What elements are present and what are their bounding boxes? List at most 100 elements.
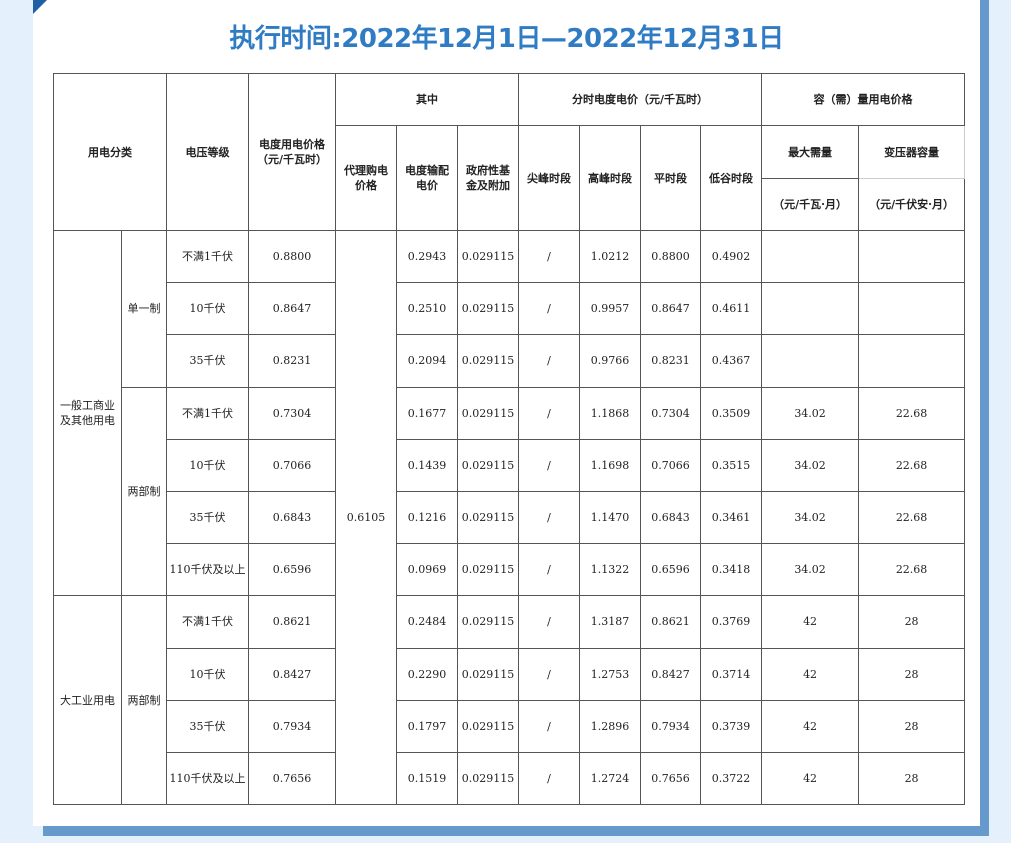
max-demand-price: 34.02 — [761, 386, 860, 440]
peak-price: 1.3187 — [579, 595, 642, 649]
transformer-price: 22.68 — [858, 386, 966, 440]
valley-price: 0.3515 — [700, 438, 763, 492]
transformer-price: 28 — [858, 699, 966, 753]
flat-price: 0.7656 — [640, 751, 702, 806]
gov-fund: 0.029115 — [456, 334, 520, 388]
right-border-bar — [980, 0, 989, 836]
voltage-level: 不满1千伏 — [166, 229, 249, 284]
max-demand-price: 34.02 — [761, 543, 860, 597]
peak-sharp-price: / — [518, 751, 581, 806]
peak-price: 1.2724 — [579, 751, 642, 806]
category-label: 大工业用电 — [53, 595, 122, 806]
corner-decoration — [33, 0, 47, 14]
transmission-price: 0.2510 — [396, 282, 458, 336]
header-flat: 平时段 — [640, 125, 702, 231]
valley-price: 0.3509 — [700, 386, 763, 440]
valley-price: 0.3418 — [700, 543, 763, 597]
header-category: 用电分类 — [53, 73, 167, 231]
gov-fund: 0.029115 — [456, 647, 520, 701]
transformer-price: 22.68 — [858, 490, 966, 545]
header-peak-sharp: 尖峰时段 — [518, 125, 581, 231]
flat-price: 0.8231 — [640, 334, 702, 388]
max-demand-price: 34.02 — [761, 438, 860, 492]
transmission-price: 0.0969 — [396, 543, 458, 597]
gov-fund: 0.029115 — [456, 282, 520, 336]
peak-sharp-price: / — [518, 229, 581, 284]
price-table: 用电分类 电压等级 电度用电价格（元/千瓦时） 其中 分时电度电价（元/千瓦时）… — [53, 73, 966, 806]
peak-price: 1.2753 — [579, 647, 642, 701]
voltage-level: 110千伏及以上 — [166, 543, 249, 597]
price: 0.8647 — [248, 282, 336, 336]
page-title: 执行时间:2022年12月1日—2022年12月31日 — [229, 24, 784, 54]
transmission-price: 0.1677 — [396, 386, 458, 440]
table-row: 10千伏 0.7066 0.1439 0.029115/1.1698 0.7066 0.3… — [54, 438, 966, 492]
flat-price: 0.8647 — [640, 282, 702, 336]
flat-price: 0.7066 — [640, 438, 702, 492]
subtype-label: 两部制 — [121, 595, 167, 806]
table-row: 35千伏 0.7934 0.1797 0.029115/1.2896 0.7934 0.3… — [54, 699, 966, 753]
header-transformer: 变压器容量 — [858, 125, 966, 179]
transformer-price — [858, 229, 966, 284]
voltage-level: 10千伏 — [166, 647, 249, 701]
valley-price: 0.3714 — [700, 647, 763, 701]
price: 0.8427 — [248, 647, 336, 701]
valley-price: 0.3769 — [700, 595, 763, 649]
peak-price: 1.2896 — [579, 699, 642, 753]
flat-price: 0.7304 — [640, 386, 702, 440]
price: 0.6843 — [248, 490, 336, 545]
price: 0.6596 — [248, 543, 336, 597]
table-row: 35千伏 0.8231 0.2094 0.029115/0.9766 0.8231 0.4… — [54, 334, 966, 388]
valley-price: 0.3461 — [700, 490, 763, 545]
transmission-price: 0.1797 — [396, 699, 458, 753]
flat-price: 0.8427 — [640, 647, 702, 701]
header-peak: 高峰时段 — [579, 125, 642, 231]
max-demand-price: 42 — [761, 751, 860, 806]
peak-sharp-price: / — [518, 647, 581, 701]
voltage-level: 110千伏及以上 — [166, 751, 249, 806]
peak-sharp-price: / — [518, 595, 581, 649]
bottom-border-bar — [43, 826, 989, 836]
header-max-demand-unit: （元/千瓦·月） — [761, 178, 860, 231]
flat-price: 0.6843 — [640, 490, 702, 545]
peak-price: 1.1470 — [579, 490, 642, 545]
header-price: 电度用电价格（元/千瓦时） — [248, 73, 336, 231]
valley-price: 0.3722 — [700, 751, 763, 806]
transformer-price: 28 — [858, 751, 966, 806]
header-transmission: 电度输配电价 — [396, 125, 458, 231]
peak-price: 1.0212 — [579, 229, 642, 284]
transmission-price: 0.2943 — [396, 229, 458, 284]
voltage-level: 10千伏 — [166, 438, 249, 492]
max-demand-price: 34.02 — [761, 490, 860, 545]
table-row: 10千伏 0.8427 0.2290 0.029115/1.2753 0.8427 0.3… — [54, 647, 966, 701]
price: 0.7934 — [248, 699, 336, 753]
flat-price: 0.8800 — [640, 229, 702, 284]
flat-price: 0.7934 — [640, 699, 702, 753]
voltage-level: 35千伏 — [166, 334, 249, 388]
transmission-price: 0.2290 — [396, 647, 458, 701]
gov-fund: 0.029115 — [456, 438, 520, 492]
table-row: 35千伏 0.6843 0.1216 0.029115/1.1470 0.6843 0.3… — [54, 490, 966, 545]
peak-sharp-price: / — [518, 699, 581, 753]
valley-price: 0.3739 — [700, 699, 763, 753]
subtype-label: 两部制 — [121, 386, 167, 597]
price: 0.7656 — [248, 751, 336, 806]
header-tou: 分时电度电价（元/千瓦时） — [518, 73, 763, 126]
price: 0.8621 — [248, 595, 336, 649]
table-row: 大工业用电 两部制 不满1千伏 0.8621 0.2484 0.029115/1.3187… — [53, 595, 966, 806]
max-demand-price: 42 — [761, 647, 860, 701]
max-demand-price — [761, 282, 860, 336]
transmission-price: 0.2094 — [396, 334, 458, 388]
valley-price: 0.4902 — [700, 229, 763, 284]
gov-fund: 0.029115 — [456, 490, 520, 545]
max-demand-price — [761, 229, 860, 284]
transmission-price: 0.1519 — [396, 751, 458, 806]
peak-sharp-price: / — [518, 282, 581, 336]
header-of-which: 其中 — [334, 73, 520, 126]
table-row: 110千伏及以上 0.7656 0.1519 0.029115/1.2724 0.765… — [54, 751, 966, 806]
max-demand-price — [761, 334, 860, 388]
price: 0.8800 — [248, 229, 336, 284]
transformer-price: 22.68 — [858, 438, 966, 492]
header-capacity: 容（需）量用电价格 — [761, 73, 966, 126]
peak-price: 0.9957 — [579, 282, 642, 336]
valley-price: 0.4367 — [700, 334, 763, 388]
